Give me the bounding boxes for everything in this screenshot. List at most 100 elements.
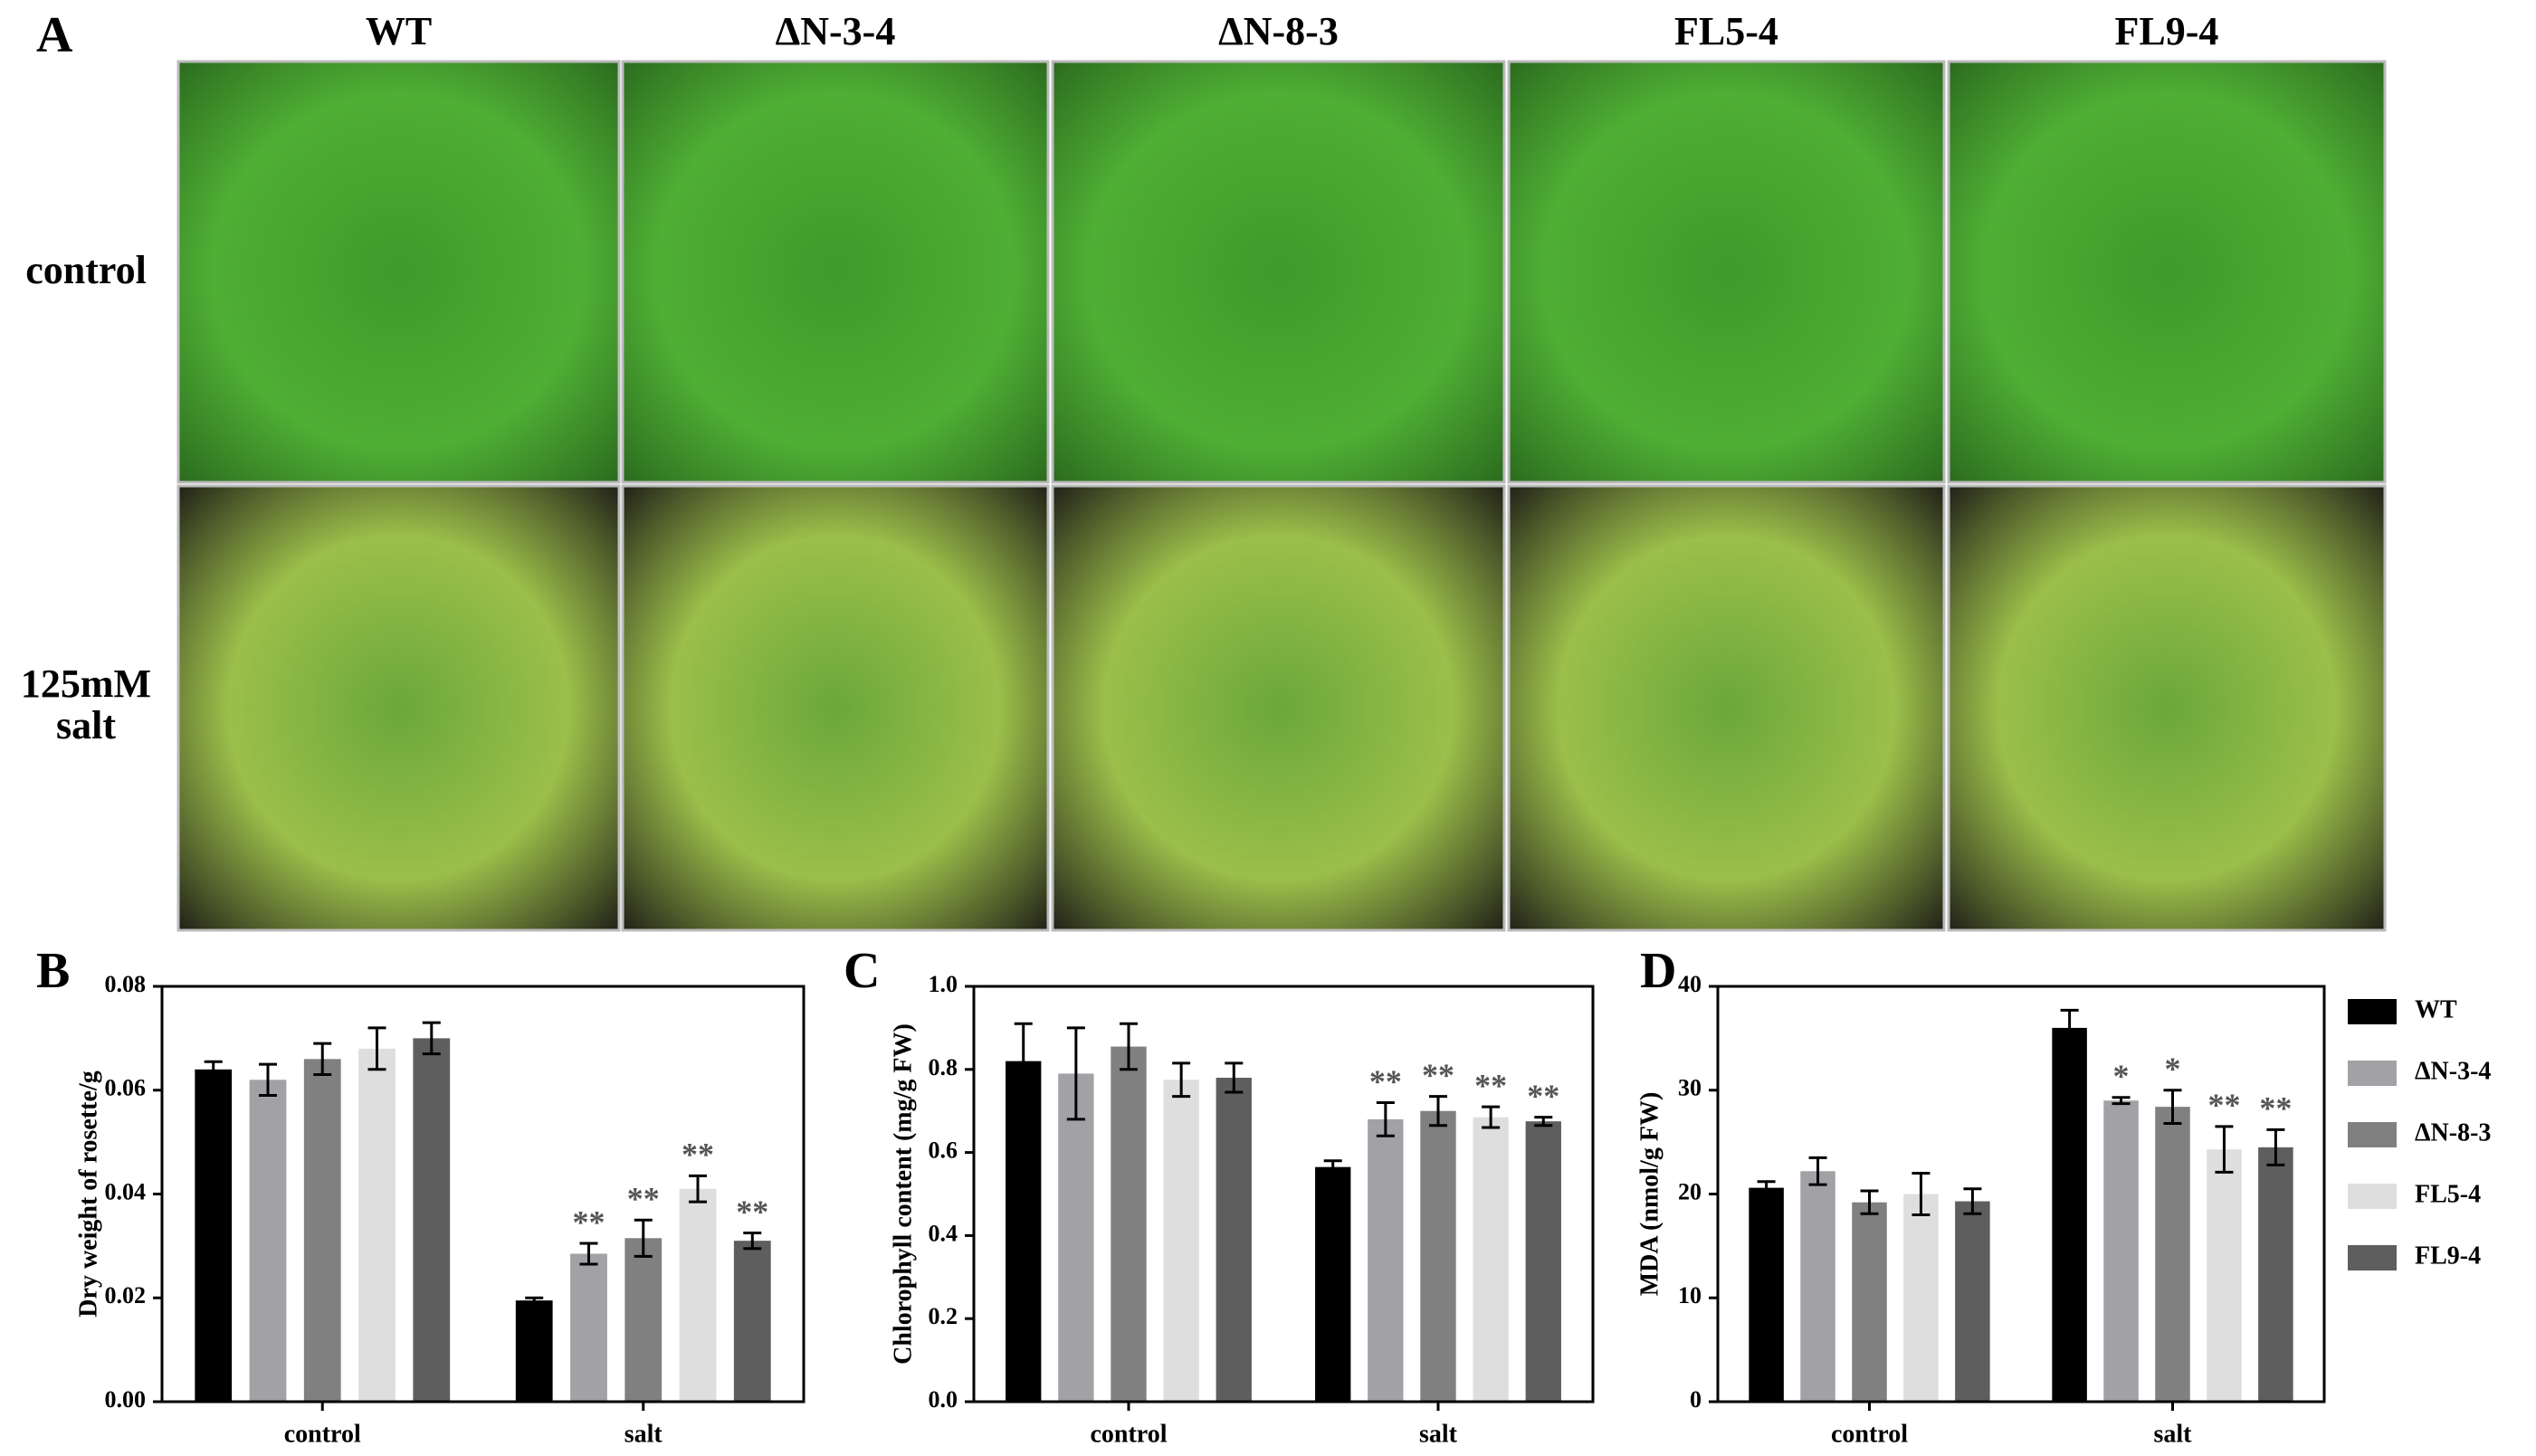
bar [1315,1166,1351,1402]
error-bar [422,1021,441,1056]
y-tick-label: 40 [1678,971,1702,997]
photo-grid [176,60,2387,932]
bar [1006,1061,1042,1402]
column-label: ΔN-3-4 [775,9,896,53]
error-bar [2163,1089,2182,1125]
y-tick-label: 10 [1678,1282,1702,1308]
y-axis-label: Chlorophyll content (mg/g FW) [889,1023,917,1365]
bar [624,1238,663,1402]
photo [1947,60,2387,484]
error-bar [1014,1022,1033,1100]
y-tick-label: 0.2 [929,1303,958,1329]
significance: ** [2207,1087,2240,1123]
bar [1058,1073,1094,1402]
error-bar [1376,1101,1395,1137]
plot-frame [160,985,806,1404]
legend-swatch [2348,1122,2397,1147]
y-tick-label: 30 [1678,1075,1702,1101]
bar [1749,1187,1784,1402]
significance: * [2113,1058,2130,1094]
y-axis-label: MDA (nmol/g FW) [1635,1092,1664,1297]
y-tick-label: 0.6 [929,1137,958,1164]
photo [1947,484,2387,932]
legend-swatch [2348,1245,2397,1270]
error-bar [579,1242,598,1266]
error-bar [1323,1159,1342,1175]
bar [303,1059,341,1402]
y-tick-label: 0.04 [105,1178,147,1204]
photo [1051,484,1506,932]
row-label: control [25,247,147,292]
bar [1800,1171,1835,1402]
legend-label: ΔN-3-4 [2415,1057,2491,1085]
y-tick-label: 0.8 [929,1054,958,1080]
legend-label: ΔN-8-3 [2415,1118,2491,1147]
bar [570,1253,607,1402]
error-bar [204,1060,223,1079]
significance: * [2165,1051,2181,1087]
bar [2052,1027,2087,1402]
significance: ** [736,1194,768,1230]
bar [1955,1201,1990,1402]
error-bar [2060,1008,2079,1047]
y-axis-label: Dry weight of rosette/g [74,1071,102,1317]
bar [413,1038,451,1402]
panel-letter: A [36,7,73,63]
bar [1525,1121,1561,1402]
error-bar [313,1042,332,1077]
bar [2258,1147,2293,1402]
photo [1507,60,1946,484]
x-tick-label: control [1831,1420,1908,1448]
bar [249,1080,287,1402]
bar [1903,1194,1939,1402]
significance: ** [682,1137,714,1173]
x-tick-label: salt [1419,1420,1458,1448]
bar [195,1069,233,1402]
y-tick-label: 0.4 [929,1220,958,1246]
significance: ** [1369,1063,1402,1099]
error-bar [1066,1026,1085,1121]
photo [176,484,621,932]
error-bar [1120,1022,1138,1071]
column-label: FL9-4 [2114,9,2219,53]
photo [621,60,1050,484]
photo [1051,60,1506,484]
x-tick-label: salt [624,1420,663,1448]
legend-swatch [2348,1184,2397,1209]
photo [621,484,1050,932]
error-bar [1225,1061,1244,1094]
error-bar [634,1218,653,1258]
bar [1473,1117,1509,1402]
error-bar [1172,1061,1191,1099]
column-label: WT [365,9,433,53]
error-bar [1482,1105,1501,1129]
significance: ** [1474,1067,1507,1103]
panel-letter: B [36,943,70,999]
y-tick-label: 1.0 [929,971,958,997]
legend-label: WT [2415,995,2457,1023]
bar [2103,1100,2139,1402]
y-tick-label: 0.0 [929,1386,958,1413]
error-bar [258,1062,277,1097]
error-bar [2112,1096,2131,1106]
error-bar [1757,1180,1776,1195]
legend-swatch [2348,999,2397,1024]
error-bar [525,1296,544,1305]
bar [1368,1118,1404,1402]
y-tick-label: 0.06 [105,1075,147,1101]
bar [1852,1202,1887,1402]
bar [1420,1110,1456,1402]
significance: ** [627,1180,660,1216]
column-label: ΔN-8-3 [1218,9,1339,53]
significance: ** [1422,1057,1454,1093]
error-bar [1429,1095,1447,1128]
plot-frame [972,985,1595,1404]
y-tick-label: 0.02 [105,1282,147,1308]
y-tick-label: 0 [1690,1386,1702,1413]
x-tick-label: control [284,1420,361,1448]
legend-label: FL9-4 [2415,1242,2481,1270]
error-bar [367,1026,386,1071]
error-bar [743,1232,762,1251]
